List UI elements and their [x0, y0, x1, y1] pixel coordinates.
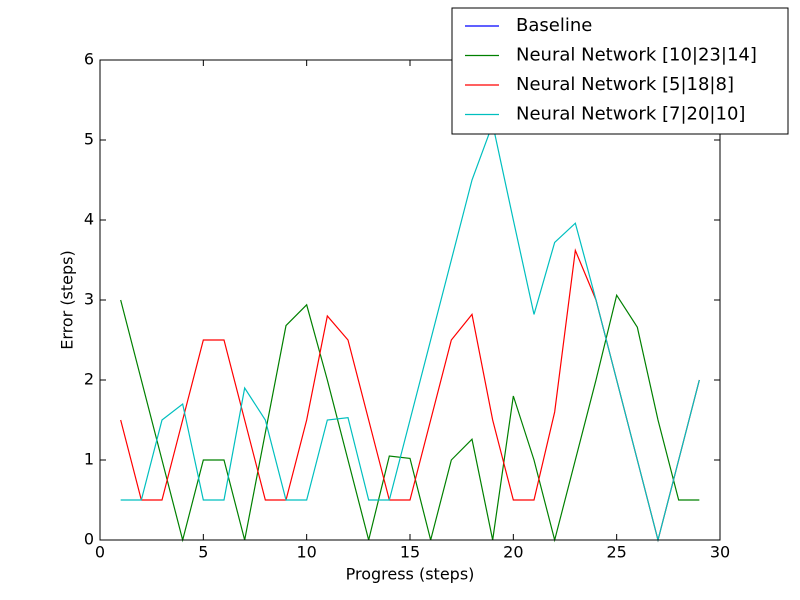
y-tick-label: 1 — [84, 450, 94, 469]
y-tick-label: 3 — [84, 290, 94, 309]
x-tick-label: 20 — [503, 543, 523, 562]
legend-label: Neural Network [10|23|14] — [516, 45, 757, 66]
x-axis-label: Progress (steps) — [346, 565, 475, 584]
series-line — [120, 121, 700, 543]
legend-box — [451, 7, 789, 135]
legend-label: Neural Network [7|20|10] — [516, 104, 745, 125]
y-tick-label: 5 — [84, 130, 94, 149]
x-tick-label: 0 — [95, 543, 105, 562]
legend-label: Baseline — [516, 15, 592, 36]
series-line — [120, 293, 700, 543]
y-tick-label: 4 — [84, 210, 94, 229]
y-tick-label: 2 — [84, 370, 94, 389]
y-tick-label: 0 — [84, 530, 94, 549]
x-tick-label: 30 — [710, 543, 730, 562]
y-axis-label: Error (steps) — [58, 250, 77, 350]
x-tick-label: 25 — [606, 543, 626, 562]
x-tick-label: 5 — [198, 543, 208, 562]
x-tick-label: 15 — [400, 543, 420, 562]
x-tick-label: 10 — [296, 543, 316, 562]
legend-label: Neural Network [5|18|8] — [516, 74, 734, 95]
y-tick-label: 6 — [84, 50, 94, 69]
